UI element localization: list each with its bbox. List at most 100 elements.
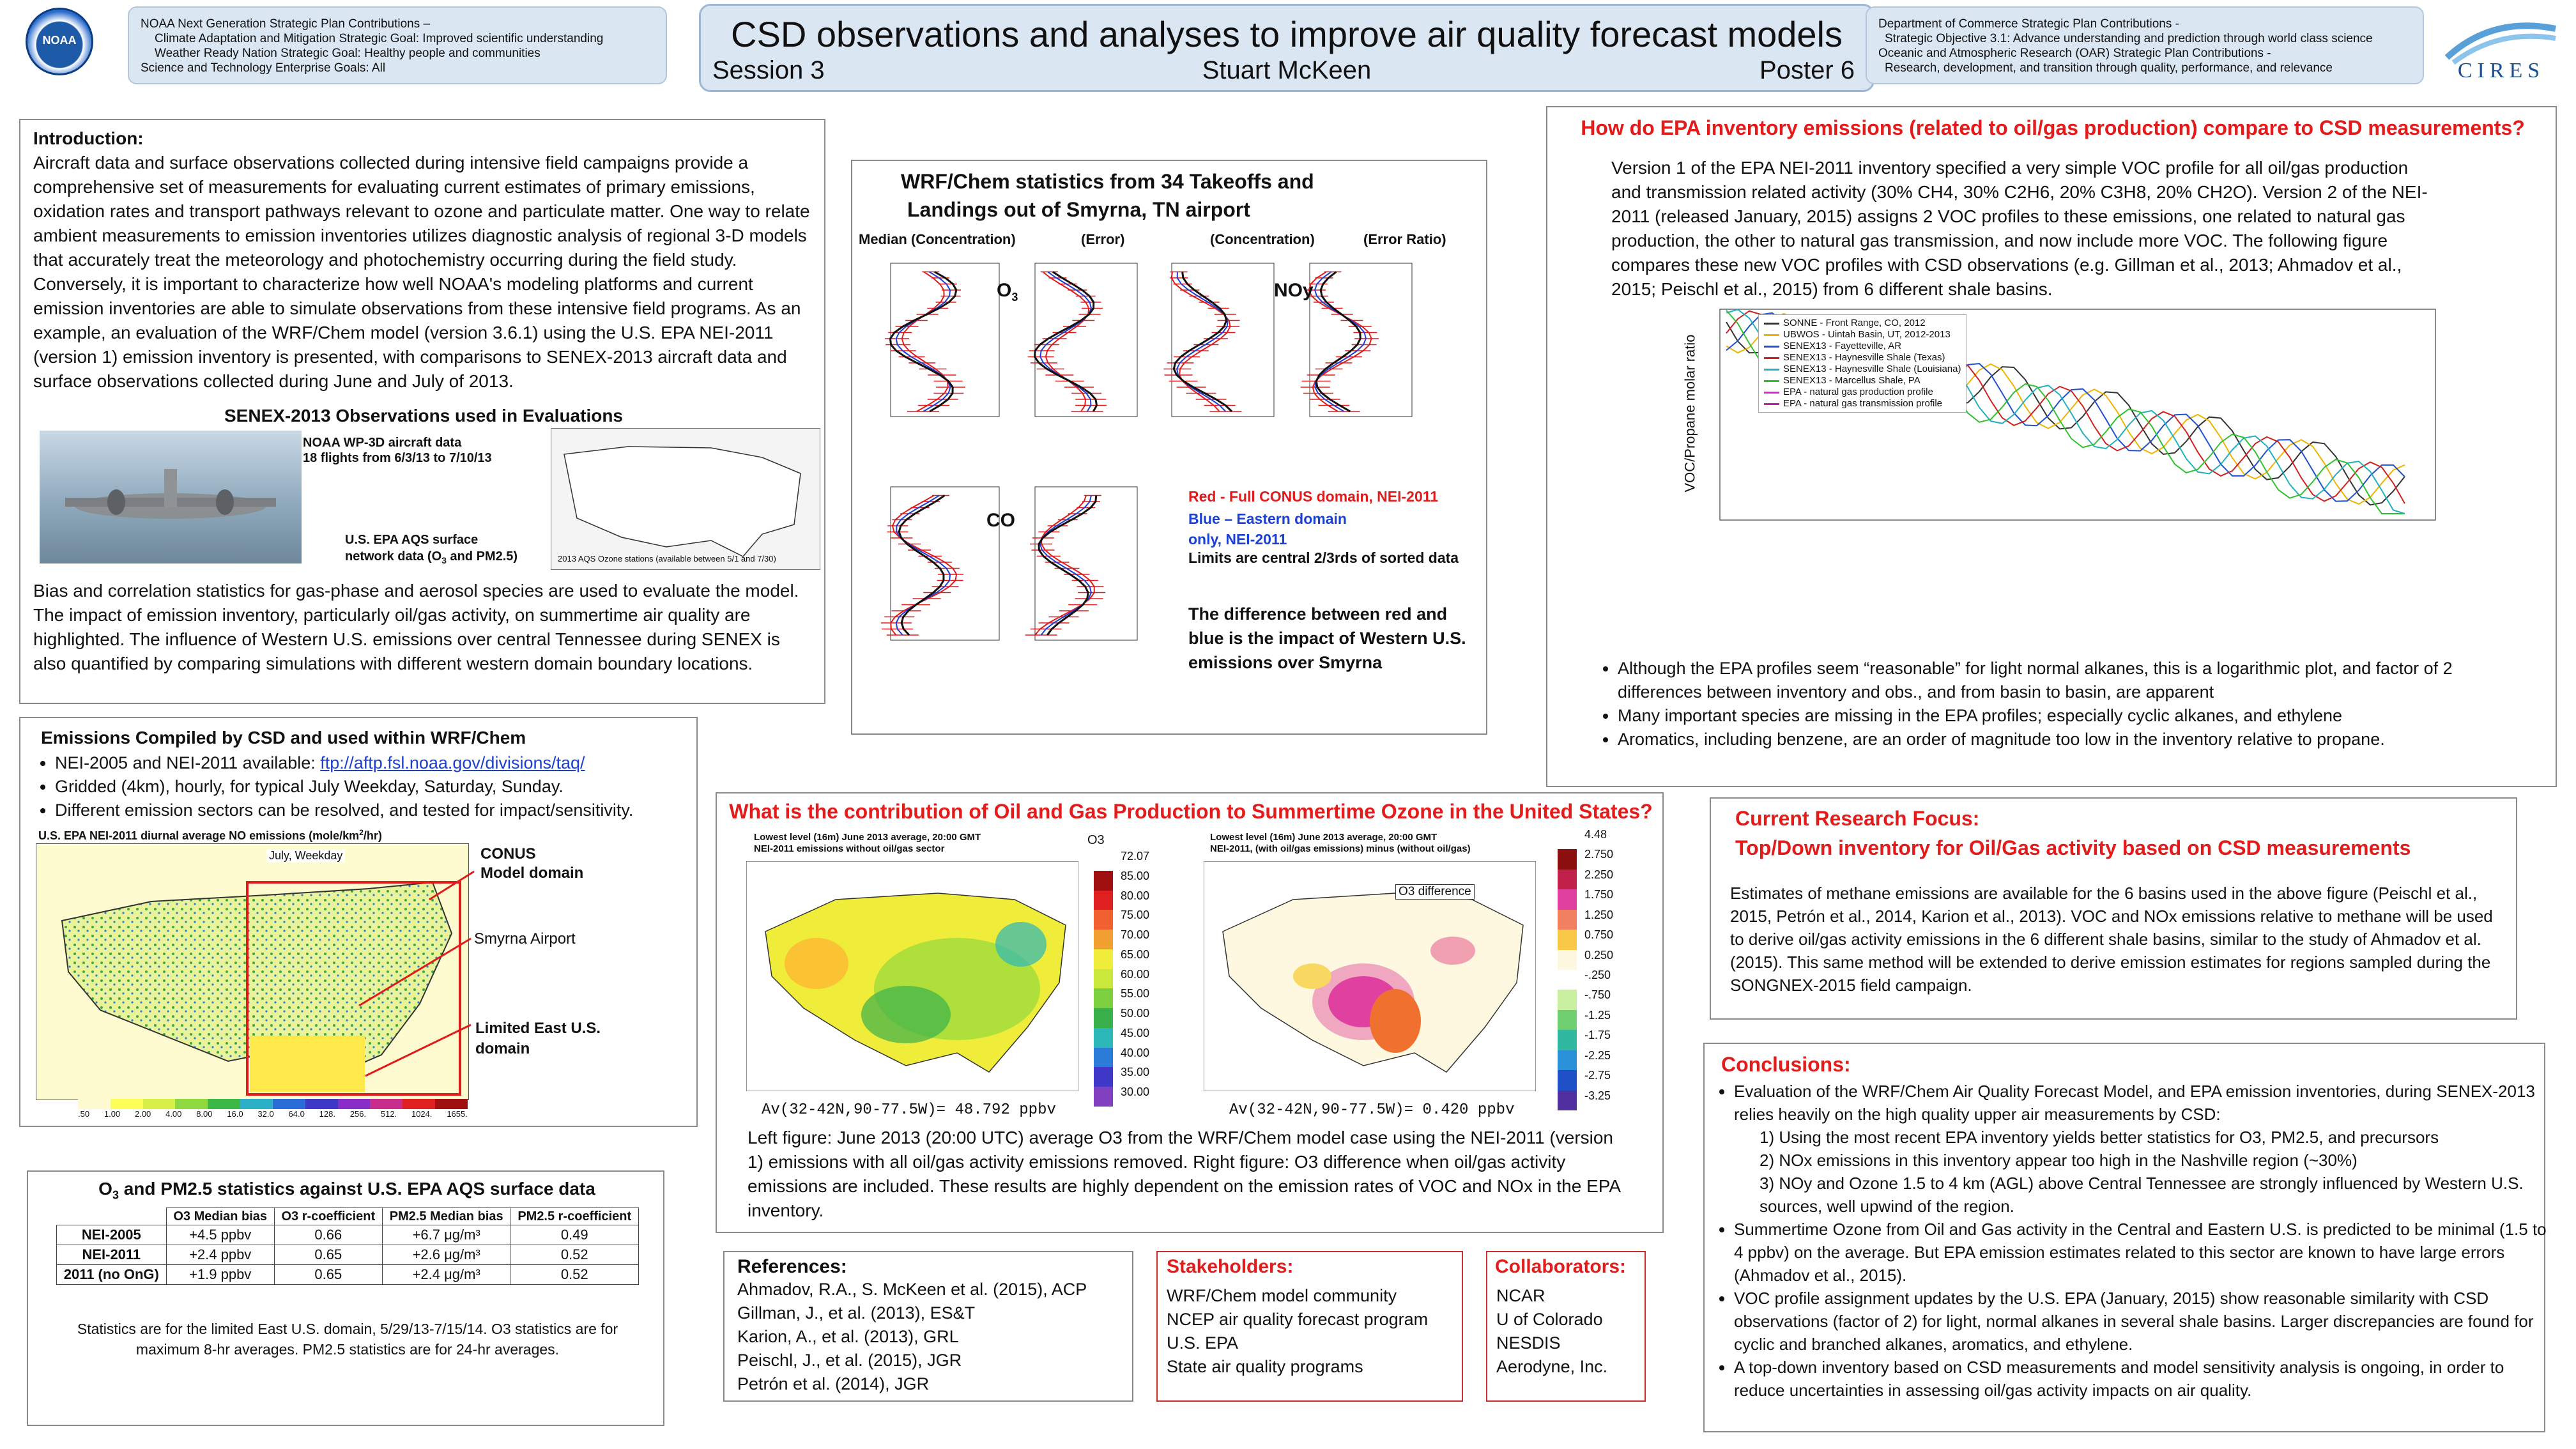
legend-swatch (1764, 356, 1779, 359)
header-left-line: Climate Adaptation and Mitigation Strate… (155, 32, 604, 45)
conus-label: CONUS Model domain (480, 845, 584, 882)
colorbar-swatch (1558, 1090, 1577, 1110)
ftp-link[interactable]: ftp://aftp.fsl.noaa.gov/divisions/taq/ (320, 753, 585, 772)
profile-line (1039, 271, 1092, 412)
epa-bullet: Many important species are missing in th… (1618, 704, 2538, 728)
colorbar-tick: 2.00 (134, 1109, 151, 1119)
cires-logo: CIRES (2441, 13, 2562, 83)
noaa-logo: NOAA (26, 8, 93, 75)
wrf-col-label: (Error Ratio) (1363, 231, 1446, 247)
profile-line (1314, 271, 1367, 412)
colorbar-tick: -2.75 (1584, 1069, 1611, 1082)
colorbar-swatch (1558, 849, 1577, 870)
emissions-list: NEI-2005 and NEI-2011 available: ftp://a… (38, 751, 707, 822)
red-note: Red - Full CONUS domain, NEI-2011 (1188, 488, 1439, 505)
aircraft-label: NOAA WP-3D aircraft data (303, 436, 462, 450)
stakeholders-heading: Stakeholders: (1167, 1256, 1294, 1277)
colorbar-tick: 60.00 (1121, 967, 1150, 981)
research-panel: Current Research Focus: Top/Down inventor… (1710, 797, 2517, 1020)
east-domain-label: Limited East U.S. domain (475, 1020, 601, 1057)
stats-table: O3 Median bias O3 r-coefficient PM2.5 Me… (56, 1208, 639, 1285)
colorbar-swatch (1558, 909, 1577, 930)
legend-entry: EPA - natural gas transmission profile (1764, 398, 1961, 410)
conclusion-item: Evaluation of the WRF/Chem Air Quality F… (1734, 1080, 2552, 1218)
legend-swatch (1764, 379, 1779, 382)
ozone-map-right: Lowest level (16m) June 2013 average, 20… (1204, 828, 1651, 1123)
profile-line (1308, 271, 1372, 412)
colorbar-tick: 45.00 (1121, 1026, 1150, 1039)
colorbar-swatch (1558, 990, 1577, 1010)
author-name: Stuart McKeen (1202, 56, 1372, 84)
colorbar-swatch (1558, 1030, 1577, 1050)
wrf-title: WRF/Chem statistics from 34 Takeoffs and… (901, 170, 1314, 221)
legend-swatch (1764, 402, 1779, 405)
table-row: 2011 (no OnG) +1.9 ppbv 0.65 +2.4 μg/m³ 0.52 (56, 1264, 639, 1285)
stats-panel: O3 and PM2.5 statistics against U.S. EPA… (27, 1170, 664, 1426)
voc-ylabel: VOC/Propane molar ratio (1682, 334, 1698, 493)
profile-line (898, 494, 946, 636)
emissions-panel: Emissions Compiled by CSD and used withi… (19, 717, 698, 1127)
colorbar-tick: -3.25 (1584, 1089, 1611, 1102)
nei-map-title: U.S. EPA NEI-2011 diurnal average NO emi… (38, 828, 382, 842)
epa-bullet: Aromatics, including benzene, are an ord… (1618, 728, 2538, 751)
colorbar-swatch (1558, 869, 1577, 890)
reference-item: Karion, A., et al. (2013), GRL (737, 1327, 959, 1346)
table-row: NEI-2011 +2.4 ppbv 0.65 +2.6 μg/m³ 0.52 (56, 1245, 639, 1265)
colorbar-swatch (1094, 1067, 1113, 1087)
colorbar-swatch (1094, 1027, 1113, 1048)
colorbar-tick: 32.0 (257, 1109, 274, 1119)
oilgas-heading: What is the contribution of Oil and Gas … (729, 800, 1653, 823)
aircraft-photo (40, 431, 302, 564)
colorbar-tick: -.250 (1584, 969, 1611, 981)
profile-line (1170, 272, 1231, 412)
ozone-left-map-svg (746, 861, 1078, 1091)
legend-entry: SENEX13 - Haynesville Shale (Texas) (1764, 352, 1961, 364)
voc-legend: SONNE - Front Range, CO, 2012 UBWOS - Uin… (1758, 314, 1967, 413)
map-sub-label: July, Weekday (266, 849, 346, 862)
emissions-heading: Emissions Compiled by CSD and used withi… (41, 728, 526, 747)
legend-entry: SENEX13 - Marcellus Shale, PA (1764, 375, 1961, 387)
collaborators-heading: Collaborators: (1495, 1256, 1627, 1277)
colorbar-tick: 70.00 (1121, 928, 1150, 942)
profile-line (890, 494, 958, 636)
profile-line (1034, 271, 1098, 412)
blue-note: Blue – Eastern domain only, NEI-2011 (1188, 510, 1347, 548)
header-right-line: Research, development, and transition th… (1885, 61, 2333, 75)
intro-heading: Introduction: (33, 128, 144, 148)
reference-item: Petrón et al. (2014), JGR (737, 1374, 930, 1393)
colorbar-swatch (1558, 1070, 1577, 1091)
stats-heading: O3 and PM2.5 statistics against U.S. EPA… (98, 1179, 595, 1202)
colorbar-tick: -.750 (1584, 988, 1611, 1002)
colorbar-swatch (1094, 930, 1113, 949)
colorbar-tick: 35.00 (1121, 1066, 1150, 1079)
stakeholder-item: NCEP air quality forecast program (1167, 1310, 1429, 1329)
collaborators-list: NCAR U of Colorado NESDIS Aerodyne, Inc. (1496, 1284, 1607, 1379)
smyrna-label: Smyrna Airport (474, 930, 576, 947)
emissions-arrows (358, 870, 475, 1077)
colorbar-tick: 1655. (447, 1109, 468, 1119)
colorbar-swatch (1094, 851, 1113, 871)
header-left-line: NOAA Next Generation Strategic Plan Cont… (141, 17, 431, 31)
table-row: NEI-2005 +4.5 ppbv 0.66 +6.7 μg/m³ 0.49 (56, 1225, 639, 1245)
table-header-row: O3 Median bias O3 r-coefficient PM2.5 Me… (57, 1208, 639, 1225)
references-panel: References: Ahmadov, R.A., S. McKeen et … (723, 1251, 1133, 1402)
conclusions-heading: Conclusions: (1721, 1053, 1851, 1076)
research-heading: Current Research Focus: Top/Down inventor… (1735, 807, 2411, 859)
profile-line (1315, 271, 1361, 413)
profile-line (1176, 272, 1229, 412)
colorbar-tick: 2.250 (1584, 868, 1614, 881)
colorbar-swatch (1558, 949, 1577, 970)
aqs-station-map: 2013 AQS Ozone stations (available betwe… (551, 428, 820, 570)
colorbar-swatch (1094, 1087, 1113, 1107)
colorbar-swatch (1094, 1047, 1113, 1068)
colorbar-tick: 1.750 (1584, 888, 1614, 901)
legend-entry: SONNE - Front Range, CO, 2012 (1764, 318, 1961, 329)
profile-line (1038, 495, 1098, 636)
colorbar-tick: 1024. (411, 1109, 433, 1119)
colorbar-swatch (1558, 829, 1577, 850)
col-header (57, 1208, 167, 1225)
colorbar-tick: 55.00 (1121, 987, 1150, 1000)
colorbar-tick: 30.00 (1121, 1085, 1150, 1099)
colorbar-tick: 80.00 (1121, 889, 1150, 902)
conclusions-panel: Conclusions: Evaluation of the WRF/Chem … (1703, 1043, 2547, 1432)
